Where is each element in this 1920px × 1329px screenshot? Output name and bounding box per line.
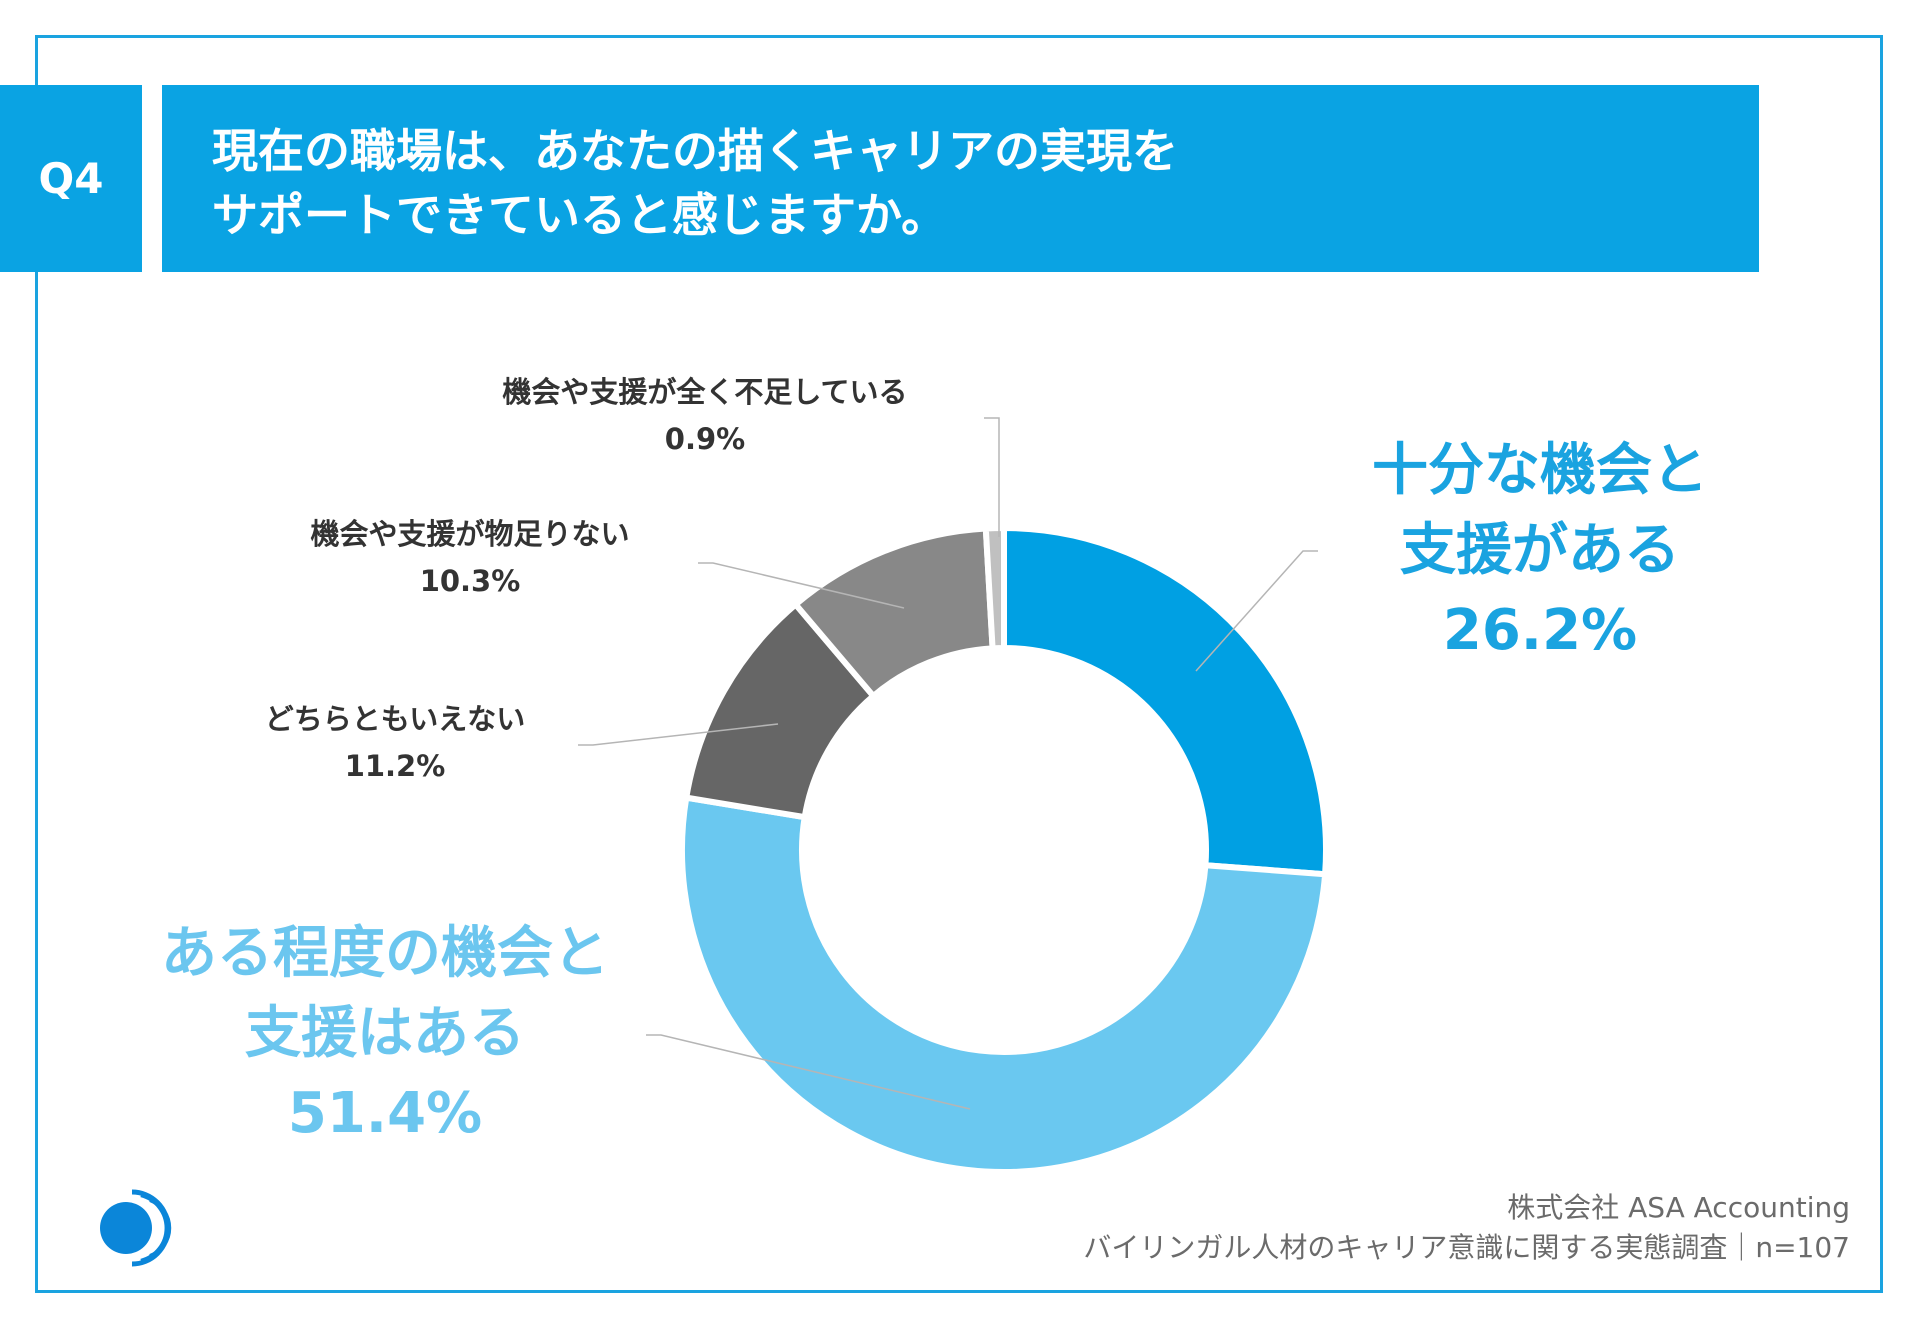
label-connectors [578, 417, 1318, 1110]
label-s4-name: 機会や支援が全く不足している [502, 375, 908, 409]
source-note: 株式会社 ASA Accounting バイリンガル人材のキャリア意識に関する実… [1083, 1188, 1850, 1268]
label-s3-value: 10.3% [419, 564, 521, 598]
connector-s4 [984, 417, 1000, 537]
connector-s0 [1195, 550, 1318, 672]
question-number: Q4 [0, 85, 142, 272]
question-line-2: サポートできていると感じますか。 [212, 188, 948, 242]
donut-slice-0 [1001, 525, 1329, 878]
label-s3-name: 機会や支援が物足りない [310, 517, 630, 551]
connector-s1 [646, 1034, 971, 1110]
label-s0-value: 26.2% [1442, 598, 1638, 663]
label-s1-line-2: 支援はある [245, 1001, 525, 1066]
donut-slice-4 [982, 525, 1007, 652]
label-s0-line-1: 十分な機会と [1372, 438, 1708, 503]
label-s2-value: 11.2% [344, 749, 446, 783]
source-company: 株式会社 ASA Accounting [1507, 1191, 1850, 1224]
connector-s3 [698, 562, 905, 609]
label-s2: どちらともいえない 11.2% [215, 696, 575, 790]
label-s0-line-2: 支援がある [1400, 518, 1680, 583]
label-s1-value: 51.4% [287, 1081, 483, 1146]
label-s1-line-1: ある程度の機会と [161, 921, 609, 986]
label-s4-value: 0.9% [664, 422, 746, 456]
slide-frame [35, 35, 1883, 1293]
question-title: 現在の職場は、あなたの描くキャリアの実現を サポートできていると感じますか。 [162, 85, 1759, 272]
label-s2-name: どちらともいえない [264, 702, 526, 736]
question-line-1: 現在の職場は、あなたの描くキャリアの実現を [212, 124, 1178, 178]
connector-s2 [578, 723, 779, 746]
label-s3: 機会や支援が物足りない 10.3% [250, 511, 690, 605]
label-s1: ある程度の機会と 支援はある 51.4% [120, 914, 650, 1154]
label-s0: 十分な機会と 支援がある 26.2% [1340, 431, 1740, 671]
asa-logo-icon [100, 1189, 172, 1267]
label-s4: 機会や支援が全く不足している 0.9% [445, 369, 965, 463]
source-survey: バイリンガル人材のキャリア意識に関する実態調査｜n=107 [1083, 1231, 1850, 1264]
donut-slices [679, 525, 1329, 1175]
